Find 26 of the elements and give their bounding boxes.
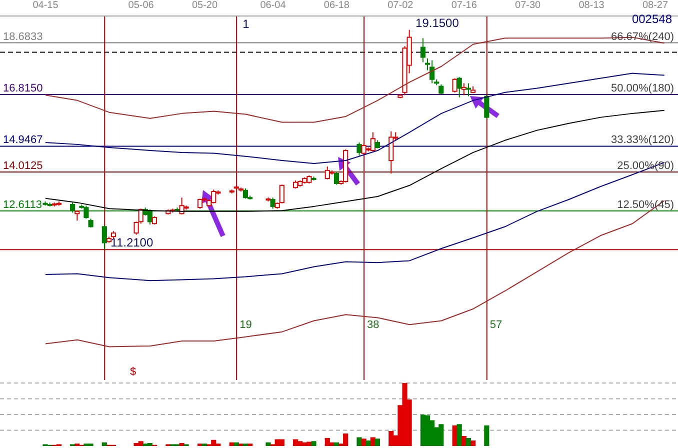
ref-line-label: 14.9467 [3,134,43,146]
ref-line-label: 19 [240,319,252,331]
x-tick-label: 08-13 [578,0,605,11]
annotation: 1 [242,17,250,32]
x-tick-label: 07-30 [515,0,542,11]
annotation: 19.1500 [416,16,460,30]
x-tick-label: 04-15 [32,0,59,11]
ref-line-label: 16.8150 [3,82,43,94]
ref-line-label: 18.6833 [3,30,43,43]
ref-line-label: 12.6113 [3,198,42,211]
ref-line-label: 38 [367,319,380,331]
ref-line-label: 57 [490,319,502,331]
chart-title: 002548 [632,12,672,26]
x-tick-label: 07-16 [451,0,478,11]
x-tick-label: 05-20 [192,0,218,11]
annotation: 50.00%(180) [611,82,674,94]
ref-line-label: 14.0125 [3,160,43,172]
x-tick-label: 06-18 [324,0,350,11]
annotation: 11.2100 [110,236,154,250]
x-tick-label: 05-06 [128,0,154,11]
x-tick-label: 06-04 [260,0,286,11]
x-tick-label: 08-27 [642,0,668,11]
annotation: 33.33%(120) [611,134,674,146]
annotation: $ [130,366,136,378]
x-tick-label: 07-02 [388,0,414,11]
annotation: 66.67%(240) [611,30,674,43]
